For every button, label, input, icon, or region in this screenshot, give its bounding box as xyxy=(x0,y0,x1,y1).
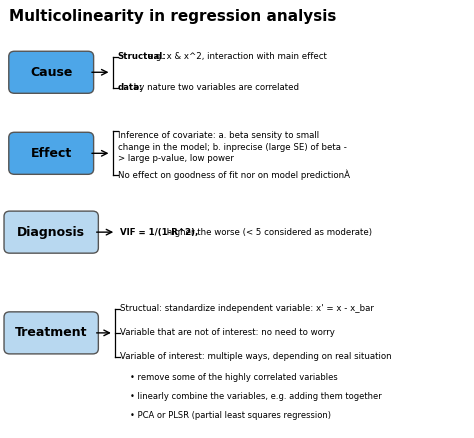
Text: • linearly combine the variables, e.g. adding them together: • linearly combine the variables, e.g. a… xyxy=(130,392,382,401)
FancyBboxPatch shape xyxy=(9,132,93,174)
Text: Treatment: Treatment xyxy=(15,326,87,339)
Text: Multicolinearity in regression analysis: Multicolinearity in regression analysis xyxy=(9,9,337,24)
FancyBboxPatch shape xyxy=(4,211,98,253)
Text: Variable that are not of interest: no need to worry: Variable that are not of interest: no ne… xyxy=(120,328,335,337)
Text: Effect: Effect xyxy=(30,147,72,160)
Text: VIF = 1/(1-R^2),: VIF = 1/(1-R^2), xyxy=(120,228,198,237)
Text: Inference of covariate: a. beta sensity to small
change in the model; b. inpreci: Inference of covariate: a. beta sensity … xyxy=(118,131,346,163)
Text: Structual:: Structual: xyxy=(118,53,166,61)
Text: Variable of interest: multiple ways, depending on real situation: Variable of interest: multiple ways, dep… xyxy=(120,353,392,361)
Text: e.g. x & x^2, interaction with main effect: e.g. x & x^2, interaction with main effe… xyxy=(145,53,327,61)
Text: No effect on goodness of fit nor on model predictionÀ: No effect on goodness of fit nor on mode… xyxy=(118,170,349,180)
Text: Cause: Cause xyxy=(30,66,73,79)
Text: by nature two variables are correlated: by nature two variables are correlated xyxy=(131,83,299,92)
FancyBboxPatch shape xyxy=(9,51,93,93)
Text: higher the worse (< 5 considered as moderate): higher the worse (< 5 considered as mode… xyxy=(164,228,372,237)
Text: • PCA or PLSR (partial least squares regression): • PCA or PLSR (partial least squares reg… xyxy=(130,411,331,420)
Text: data:: data: xyxy=(118,83,143,92)
Text: Structual: standardize independent variable: x' = x - x_bar: Structual: standardize independent varia… xyxy=(120,304,374,313)
Text: Diagnosis: Diagnosis xyxy=(17,226,85,239)
FancyBboxPatch shape xyxy=(4,312,98,354)
Text: • remove some of the highly correlated variables: • remove some of the highly correlated v… xyxy=(130,373,338,382)
